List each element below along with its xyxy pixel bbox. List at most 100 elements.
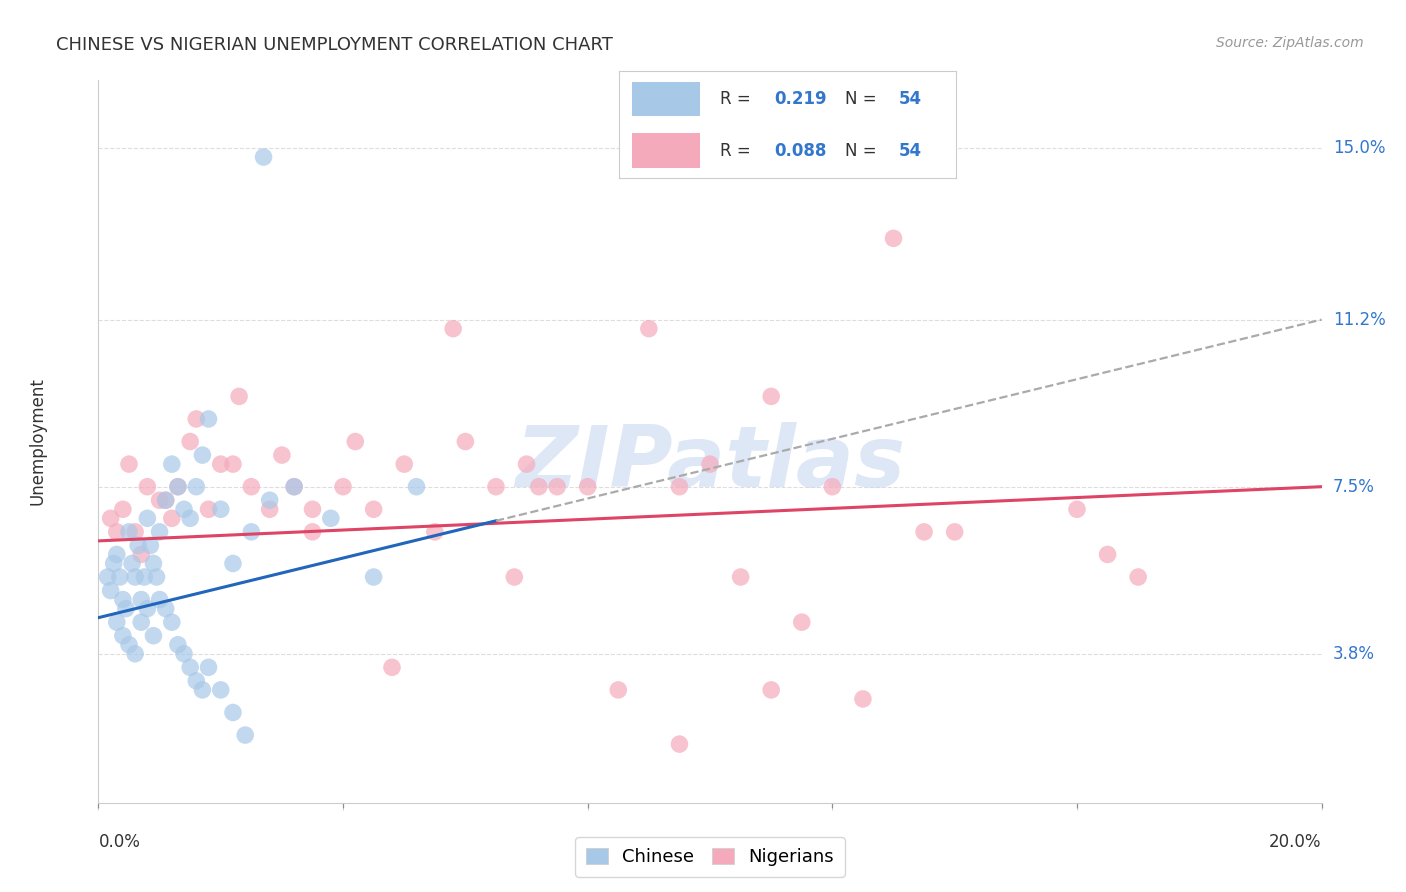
Point xyxy=(363,502,385,516)
Point xyxy=(197,502,219,516)
Point xyxy=(167,480,190,494)
Bar xyxy=(633,82,700,116)
Point xyxy=(259,502,281,516)
Point xyxy=(155,493,177,508)
Text: 20.0%: 20.0% xyxy=(1270,833,1322,851)
Point xyxy=(129,548,152,562)
Point xyxy=(186,673,208,688)
Point xyxy=(155,493,177,508)
Point xyxy=(127,538,149,552)
Point xyxy=(111,592,134,607)
Point xyxy=(136,480,159,494)
Point xyxy=(301,502,323,516)
Point xyxy=(423,524,446,539)
Point xyxy=(186,480,208,494)
Text: N =: N = xyxy=(845,142,876,160)
Point xyxy=(852,692,875,706)
Point xyxy=(160,511,183,525)
Point xyxy=(381,660,404,674)
Point xyxy=(179,511,201,525)
Point xyxy=(699,457,721,471)
Text: Unemployment: Unemployment xyxy=(28,377,46,506)
Point xyxy=(607,682,630,697)
Point xyxy=(186,412,208,426)
Point xyxy=(761,682,783,697)
Text: 0.219: 0.219 xyxy=(773,90,827,108)
Point xyxy=(105,548,128,562)
Point xyxy=(283,480,305,494)
Point xyxy=(222,557,245,571)
Point xyxy=(637,321,661,335)
Point xyxy=(167,480,190,494)
Text: 54: 54 xyxy=(898,90,922,108)
Point xyxy=(240,480,263,494)
Point xyxy=(668,737,690,751)
Point xyxy=(129,592,152,607)
Point xyxy=(252,150,274,164)
Point xyxy=(124,570,146,584)
Text: N =: N = xyxy=(845,90,876,108)
Point xyxy=(790,615,813,630)
Point xyxy=(103,557,125,571)
Point xyxy=(129,615,152,630)
Point xyxy=(233,728,256,742)
Point xyxy=(363,570,385,584)
Point xyxy=(136,511,159,525)
Legend: Chinese, Nigerians: Chinese, Nigerians xyxy=(575,837,845,877)
Point xyxy=(883,231,905,245)
Point xyxy=(97,570,120,584)
Point xyxy=(283,480,305,494)
Point xyxy=(441,321,464,335)
Point xyxy=(209,457,232,471)
Point xyxy=(197,660,219,674)
Point xyxy=(142,629,165,643)
Text: 7.5%: 7.5% xyxy=(1333,478,1375,496)
Point xyxy=(118,457,141,471)
Point xyxy=(160,615,183,630)
Point xyxy=(503,570,526,584)
Point xyxy=(124,647,146,661)
Text: R =: R = xyxy=(720,90,751,108)
Point xyxy=(222,706,245,720)
Point xyxy=(105,615,128,630)
Point xyxy=(209,502,232,516)
Point xyxy=(111,502,134,516)
Point xyxy=(240,524,263,539)
Point xyxy=(516,457,538,471)
Point xyxy=(730,570,752,584)
Point xyxy=(197,412,219,426)
Point xyxy=(149,524,172,539)
Point xyxy=(405,480,427,494)
Text: 54: 54 xyxy=(898,142,922,160)
Point xyxy=(259,493,281,508)
Point xyxy=(179,660,201,674)
Point xyxy=(115,601,138,615)
Text: 0.0%: 0.0% xyxy=(98,833,141,851)
Point xyxy=(576,480,599,494)
Point xyxy=(179,434,201,449)
Text: CHINESE VS NIGERIAN UNEMPLOYMENT CORRELATION CHART: CHINESE VS NIGERIAN UNEMPLOYMENT CORRELA… xyxy=(56,36,613,54)
Point xyxy=(821,480,844,494)
Bar xyxy=(633,134,700,168)
Point xyxy=(191,448,214,462)
Point xyxy=(485,480,508,494)
Point xyxy=(118,524,141,539)
Point xyxy=(1128,570,1150,584)
Point xyxy=(228,389,250,403)
Point xyxy=(173,647,195,661)
Point xyxy=(100,583,122,598)
Point xyxy=(546,480,568,494)
Point xyxy=(392,457,416,471)
Point xyxy=(270,448,294,462)
Point xyxy=(118,638,141,652)
Point xyxy=(668,480,690,494)
Point xyxy=(332,480,354,494)
Text: R =: R = xyxy=(720,142,751,160)
Point xyxy=(136,601,159,615)
Point xyxy=(527,480,550,494)
Point xyxy=(105,524,128,539)
Point xyxy=(167,638,190,652)
Point xyxy=(100,511,122,525)
Point xyxy=(145,570,167,584)
Point xyxy=(344,434,367,449)
